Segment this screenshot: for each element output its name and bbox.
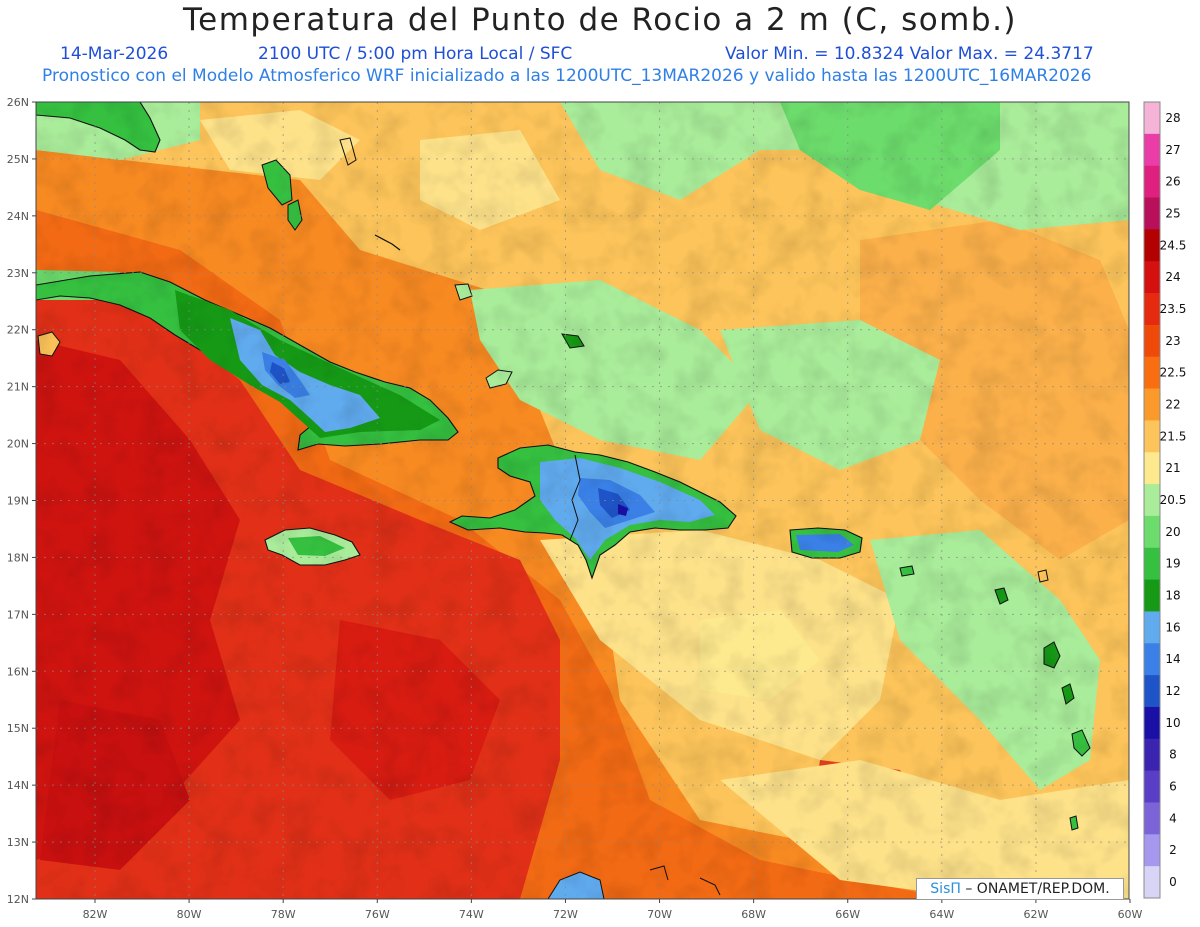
longitude-labels: 82W 80W 78W 76W 74W 72W 70W 68W 66W 64W 62W 60W: [83, 899, 1143, 921]
colorbar: 2827262524.52423.52322.52221.52120.52019…: [1143, 101, 1187, 899]
colorbar-swatch: [1144, 484, 1160, 517]
colorbar-swatch: [1144, 452, 1160, 485]
colorbar-swatch: [1144, 738, 1160, 772]
credit-text: – ONAMET/REP.DOM.: [965, 881, 1110, 897]
colorbar-swatch: [1144, 643, 1160, 676]
colorbar-swatch: [1144, 356, 1160, 390]
colorbar-swatch: [1144, 165, 1160, 199]
credit-box: SisΠ – ONAMET/REP.DOM.: [916, 878, 1124, 900]
min-max-values: Valor Min. = 10.8324 Valor Max. = 24.371…: [725, 44, 1094, 64]
lon-label: 64W: [929, 908, 954, 921]
colorbar-swatch: [1144, 133, 1160, 167]
colorbar-swatch: [1144, 229, 1160, 262]
colorbar-swatch: [1144, 611, 1160, 644]
sispi-logo: SisΠ: [930, 881, 961, 897]
lon-label: 76W: [365, 908, 390, 921]
lat-label: 14N: [7, 779, 29, 792]
colorbar-swatch: [1144, 834, 1160, 867]
lon-label: 82W: [83, 908, 108, 921]
model-description: Pronostico con el Modelo Atmosferico WRF…: [42, 66, 1092, 86]
lat-label: 15N: [7, 722, 29, 735]
lat-label: 19N: [7, 495, 29, 508]
colorbar-label: 16: [1165, 620, 1180, 634]
lat-label: 20N: [7, 438, 29, 451]
lon-label: 60W: [1118, 908, 1143, 921]
colorbar-label: 21.5: [1160, 429, 1187, 443]
lat-label: 24N: [7, 210, 29, 223]
lat-label: 12N: [7, 893, 29, 906]
lat-label: 22N: [7, 324, 29, 337]
colorbar-label: 26: [1165, 175, 1180, 189]
colorbar-swatch: [1144, 515, 1160, 549]
lat-label: 26N: [7, 96, 29, 109]
colorbar-label: 25: [1165, 206, 1180, 220]
colorbar-label: 18: [1165, 589, 1180, 603]
colorbar-label: 6: [1169, 780, 1177, 794]
lat-label: 21N: [7, 381, 29, 394]
colorbar-label: 12: [1165, 684, 1180, 698]
colorbar-label: 28: [1165, 111, 1180, 125]
colorbar-swatch: [1144, 579, 1160, 612]
lat-label: 16N: [7, 665, 29, 678]
colorbar-label: 8: [1169, 748, 1177, 762]
lon-label: 80W: [177, 908, 202, 921]
colorbar-label: 24.5: [1160, 238, 1187, 252]
lat-label: 18N: [7, 551, 29, 564]
lat-label: 23N: [7, 267, 29, 280]
colorbar-swatch: [1144, 802, 1160, 835]
colorbar-frame: [1143, 101, 1161, 899]
colorbar-swatch: [1144, 293, 1160, 326]
colorbar-label: 23: [1165, 334, 1180, 348]
lat-label: 17N: [7, 608, 29, 621]
colorbar-label: 14: [1165, 652, 1180, 666]
colorbar-swatch: [1144, 706, 1160, 740]
colorbar-label: 24: [1165, 270, 1180, 284]
colorbar-label: 19: [1165, 557, 1180, 571]
lon-label: 74W: [459, 908, 484, 921]
lat-label: 13N: [7, 836, 29, 849]
graticule: [36, 102, 1129, 899]
colorbar-swatch: [1144, 547, 1160, 581]
colorbar-label: 2: [1169, 843, 1177, 857]
colorbar-label: 27: [1165, 143, 1180, 157]
colorbar-swatch: [1144, 866, 1160, 899]
colorbar-label: 22: [1165, 397, 1180, 411]
colorbar-label: 22.5: [1160, 366, 1187, 380]
lon-label: 66W: [835, 908, 860, 921]
lon-label: 72W: [553, 908, 578, 921]
forecast-time: 2100 UTC / 5:00 pm Hora Local / SFC: [258, 44, 573, 64]
latitude-labels: 26N 25N 24N 23N 22N 21N 20N 19N 18N 17N 16N 15N 14N 1…: [7, 96, 36, 906]
colorbar-swatch: [1144, 388, 1160, 421]
lon-label: 78W: [271, 908, 296, 921]
colorbar-swatch: [1144, 261, 1160, 294]
map-title: Temperatura del Punto de Rocio a 2 m (C,…: [182, 2, 1018, 38]
lon-label: 68W: [741, 908, 766, 921]
lon-label: 70W: [647, 908, 672, 921]
colorbar-swatch: [1144, 420, 1160, 453]
colorbar-swatch: [1144, 675, 1160, 708]
lat-label: 25N: [7, 153, 29, 166]
colorbar-swatch: [1144, 324, 1160, 358]
lon-label: 62W: [1023, 908, 1048, 921]
colorbar-label: 20: [1165, 525, 1180, 539]
colorbar-label: 21: [1165, 461, 1180, 475]
colorbar-label: 0: [1169, 875, 1177, 889]
colorbar-label: 4: [1169, 811, 1177, 825]
map-plot-area: [36, 102, 1129, 899]
colorbar-label: 23.5: [1160, 302, 1187, 316]
colorbar-swatch: [1144, 197, 1160, 230]
forecast-date: 14-Mar-2026: [60, 44, 169, 64]
colorbar-label: 10: [1165, 716, 1180, 730]
colorbar-swatch: [1144, 102, 1160, 135]
colorbar-label: 20.5: [1160, 493, 1187, 507]
colorbar-swatch: [1144, 770, 1160, 803]
